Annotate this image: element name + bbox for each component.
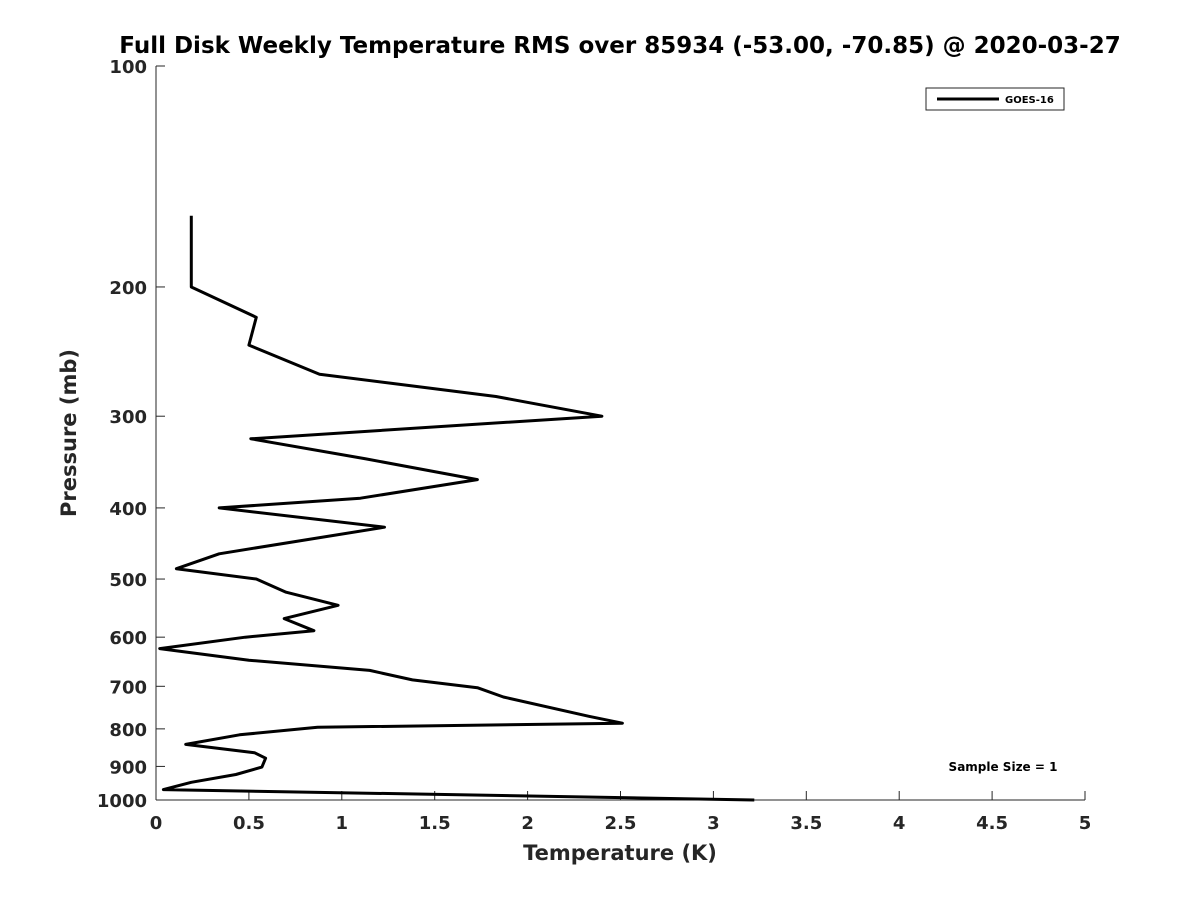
x-tick-label: 4.5 [976, 813, 1008, 834]
x-axis-label: Temperature (K) [523, 841, 717, 865]
y-tick-label: 200 [109, 278, 147, 299]
x-tick-label: 2.5 [605, 813, 637, 834]
x-tick-label: 1.5 [419, 813, 451, 834]
y-tick-label: 500 [109, 570, 147, 591]
series-layer [158, 215, 755, 802]
y-axis-label: Pressure (mb) [57, 349, 81, 517]
x-ticks: 0 0.5 1 1.5 2 2.5 3 3.5 4 4.5 5 [150, 791, 1092, 834]
y-tick-label: 300 [109, 407, 147, 428]
x-tick-label: 3.5 [790, 813, 822, 834]
y-tick-label: 900 [109, 757, 147, 778]
y-tick-label: 600 [109, 628, 147, 649]
y-tick-label: 100 [109, 57, 147, 78]
x-tick-label: 0 [150, 813, 163, 834]
chart-title: Full Disk Weekly Temperature RMS over 85… [119, 33, 1121, 59]
x-tick-label: 4 [893, 813, 906, 834]
x-tick-label: 2 [521, 813, 534, 834]
x-tick-label: 5 [1079, 813, 1092, 834]
x-tick-label: 3 [707, 813, 720, 834]
legend-label-goes-16: GOES-16 [1005, 95, 1054, 106]
x-tick-label: 1 [336, 813, 349, 834]
series-line-goes-16 [158, 215, 755, 802]
y-tick-label: 700 [109, 677, 147, 698]
y-tick-label: 1000 [97, 791, 147, 812]
sample-size-annotation: Sample Size = 1 [949, 760, 1058, 774]
y-ticks: 100 200 300 400 500 600 700 800 900 1000 [97, 57, 165, 812]
x-tick-label: 0.5 [233, 813, 265, 834]
legend: GOES-16 [925, 87, 1065, 111]
y-tick-label: 800 [109, 720, 147, 741]
y-tick-label: 400 [109, 499, 147, 520]
